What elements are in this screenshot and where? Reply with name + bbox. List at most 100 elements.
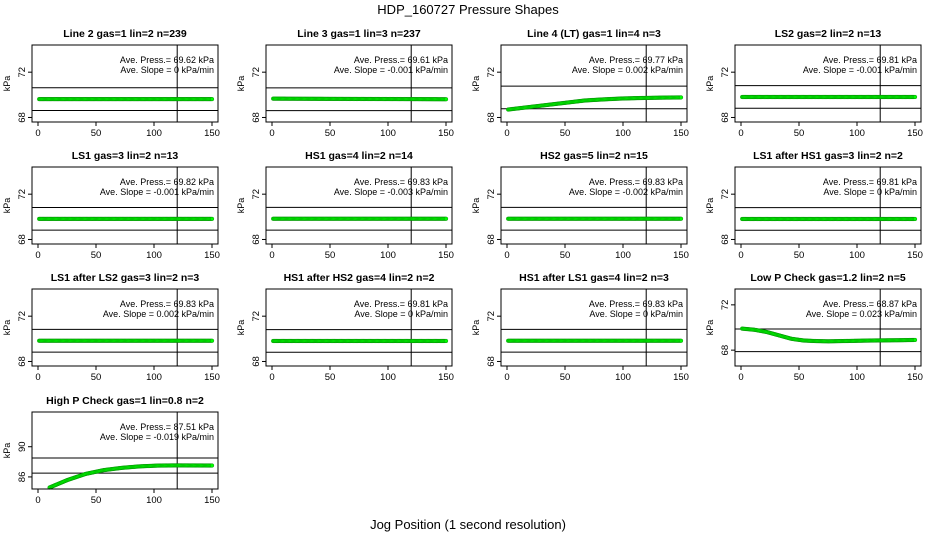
y-tick-label: 68: [251, 356, 262, 367]
stats-annotation: Ave. Slope = -0.002 kPa/min: [569, 187, 683, 197]
y-tick-label: 72: [251, 311, 262, 322]
y-axis-label: kPa: [2, 76, 12, 92]
stats-annotation: Ave. Press.= 87.51 kPa: [120, 422, 214, 432]
data-point: [912, 94, 918, 100]
panel-6: HS2 gas=5 lin=2 n=15 Ave. Press.= 69.83 k…: [471, 150, 689, 261]
panel-title: Low P Check gas=1.2 lin=2 n=5: [750, 272, 905, 284]
y-axis-label: kPa: [705, 198, 715, 214]
plot-frame: [734, 288, 922, 367]
data-point: [209, 463, 215, 468]
plot-frame: [31, 166, 219, 245]
panel-title: LS1 gas=3 lin=2 n=13: [72, 150, 179, 162]
y-axis-label: kPa: [236, 76, 246, 92]
x-tick-label: 100: [146, 250, 162, 261]
y-tick-label: 68: [251, 112, 262, 123]
x-tick-label: 50: [560, 250, 571, 261]
x-tick-label: 100: [849, 128, 865, 139]
stats-annotation: Ave. Slope = 0 kPa/min: [589, 309, 683, 319]
y-tick-label: 68: [720, 345, 731, 356]
x-tick-label: 100: [380, 128, 396, 139]
plot-frame: [265, 166, 453, 245]
x-tick-label: 100: [380, 250, 396, 261]
y-tick-label: 90: [17, 441, 28, 452]
x-tick-label: 0: [269, 250, 274, 261]
stats-annotation: Ave. Slope = 0.002 kPa/min: [103, 309, 214, 319]
x-tick-label: 150: [907, 372, 923, 383]
data-series: [740, 94, 918, 100]
stats-annotation: Ave. Slope = -0.001 kPa/min: [334, 65, 448, 75]
data-series: [37, 97, 215, 102]
panel-12: High P Check gas=1 lin=0.8 n=2 Ave. Press…: [2, 395, 220, 506]
data-point: [912, 337, 918, 343]
panel-1: Line 3 gas=1 lin=3 n=237 Ave. Press.= 69.…: [236, 28, 454, 139]
y-tick-label: 72: [720, 189, 731, 200]
y-tick-label: 72: [17, 189, 28, 200]
y-tick-label: 72: [720, 67, 731, 78]
data-point: [912, 216, 918, 222]
x-tick-label: 50: [91, 250, 102, 261]
panel-title: High P Check gas=1 lin=0.8 n=2: [46, 395, 204, 407]
x-tick-label: 150: [204, 372, 220, 383]
data-point: [678, 216, 684, 221]
plot-frame: [31, 288, 219, 367]
x-tick-label: 150: [438, 372, 454, 383]
panel-11: Low P Check gas=1.2 lin=2 n=5 Ave. Press.…: [705, 272, 923, 383]
plot-frame: [265, 44, 453, 123]
panel-9: HS1 after HS2 gas=4 lin=2 n=2 Ave. Press.…: [236, 272, 454, 383]
y-tick-label: 68: [17, 112, 28, 123]
x-tick-label: 100: [615, 128, 631, 139]
x-tick-label: 50: [794, 372, 805, 383]
y-axis-label: kPa: [2, 198, 12, 214]
panel-title: HS1 after LS1 gas=4 lin=2 n=3: [519, 272, 669, 284]
data-point: [443, 97, 449, 102]
y-tick-label: 68: [486, 356, 497, 367]
data-point: [443, 216, 449, 221]
y-tick-label: 68: [720, 112, 731, 123]
stats-annotation: Ave. Slope = 0.023 kPa/min: [806, 309, 917, 319]
x-tick-label: 50: [91, 128, 102, 139]
y-tick-label: 68: [486, 234, 497, 245]
plot-frame: [500, 288, 688, 367]
data-point: [678, 95, 684, 100]
y-axis-label: kPa: [236, 198, 246, 214]
y-tick-label: 72: [17, 311, 28, 322]
stats-annotation: Ave. Press.= 69.61 kPa: [354, 55, 448, 65]
stats-annotation: Ave. Slope = -0.019 kPa/min: [100, 432, 214, 442]
y-tick-label: 68: [17, 234, 28, 245]
y-axis-label: kPa: [471, 320, 481, 336]
stats-annotation: Ave. Press.= 69.83 kPa: [589, 177, 683, 187]
stats-annotation: Ave. Slope = -0.001 kPa/min: [100, 187, 214, 197]
stats-annotation: Ave. Slope = 0 kPa/min: [823, 187, 917, 197]
x-tick-label: 0: [269, 128, 274, 139]
x-tick-label: 100: [380, 372, 396, 383]
x-tick-label: 0: [504, 128, 509, 139]
y-tick-label: 72: [17, 67, 28, 78]
x-tick-label: 0: [35, 250, 40, 261]
plot-frame: [734, 166, 922, 245]
y-tick-label: 86: [17, 472, 28, 483]
x-tick-label: 100: [146, 128, 162, 139]
data-series: [47, 463, 215, 490]
x-tick-label: 150: [204, 250, 220, 261]
y-tick-label: 72: [486, 311, 497, 322]
figure-x-label: Jog Position (1 second resolution): [370, 517, 566, 532]
panel-5: HS1 gas=4 lin=2 n=14 Ave. Press.= 69.83 k…: [236, 150, 454, 261]
y-axis-label: kPa: [2, 443, 12, 459]
panel-2: Line 4 (LT) gas=1 lin=4 n=3 Ave. Press.= …: [471, 28, 689, 139]
stats-annotation: Ave. Press.= 69.82 kPa: [120, 177, 214, 187]
x-tick-label: 0: [269, 372, 274, 383]
figure-title: HDP_160727 Pressure Shapes: [377, 2, 559, 17]
x-tick-label: 100: [146, 495, 162, 506]
panel-3: LS2 gas=2 lin=2 n=13 Ave. Press.= 69.81 k…: [705, 28, 923, 139]
stats-annotation: Ave. Press.= 69.81 kPa: [823, 55, 917, 65]
x-tick-label: 100: [615, 250, 631, 261]
panel-title: Line 4 (LT) gas=1 lin=4 n=3: [527, 28, 661, 40]
y-axis-label: kPa: [471, 76, 481, 92]
x-tick-label: 150: [907, 250, 923, 261]
x-tick-label: 50: [325, 372, 336, 383]
data-series: [271, 96, 449, 102]
panel-title: Line 2 gas=1 lin=2 n=239: [63, 28, 187, 40]
panel-title: LS1 after LS2 gas=3 lin=2 n=3: [51, 272, 200, 284]
y-tick-label: 72: [251, 67, 262, 78]
data-point: [209, 338, 215, 343]
